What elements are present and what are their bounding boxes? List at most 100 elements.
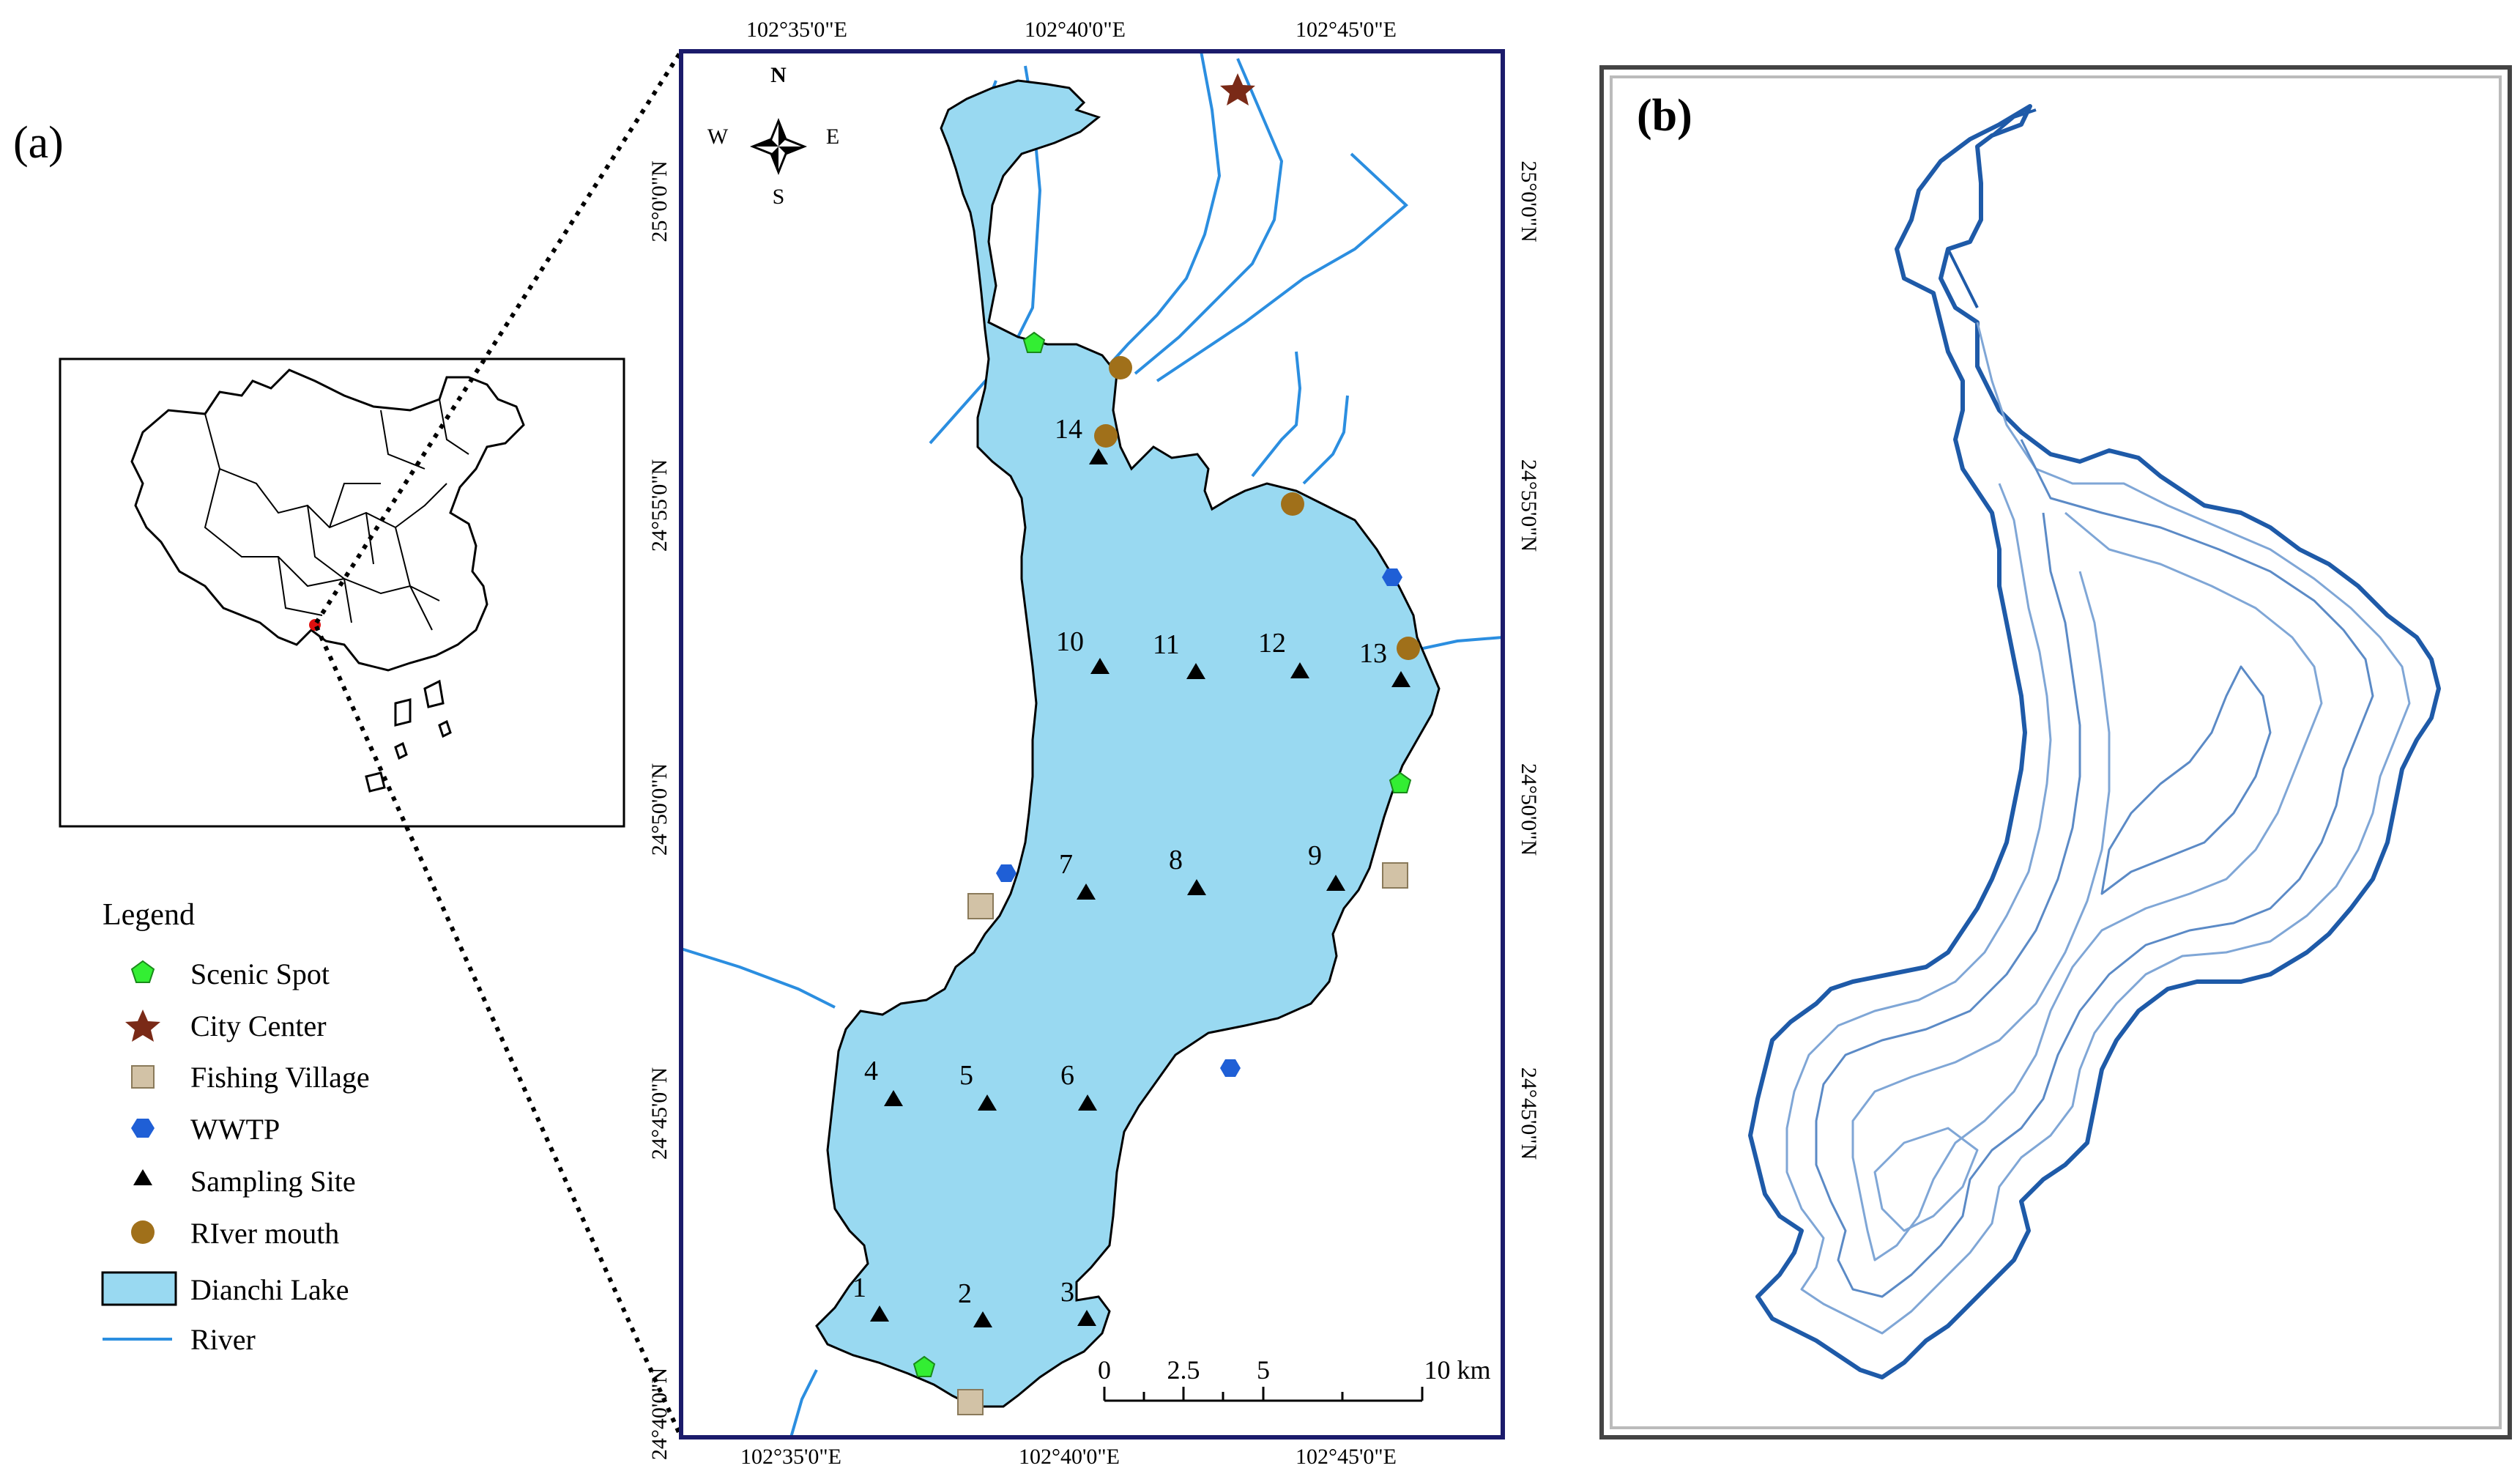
fishing-village-square-icon [1382, 862, 1408, 889]
right-lat-labels: 25°0'0"N 24°55'0"N 24°50'0"N 24°45'0"N [1517, 160, 1541, 1160]
lon-label: 102°35'0"E [746, 18, 847, 42]
lat-label: 24°50'0"N [647, 763, 672, 856]
city-center-star-icon [1220, 73, 1255, 105]
river [1134, 58, 1284, 375]
river-mouth-circle-icon [1109, 356, 1132, 379]
bathymetry-contours [1748, 104, 2441, 1379]
compass-quarter [753, 139, 778, 147]
sampling-site-triangle-icon [1290, 662, 1309, 678]
site-number: 5 [959, 1060, 973, 1091]
compass-e: E [826, 125, 839, 149]
legend-label: WWTP [190, 1113, 280, 1146]
scale-label: 10 km [1424, 1355, 1490, 1385]
sampling-site-triangle-icon [1391, 671, 1410, 687]
sampling-site-triangle-icon [973, 1311, 992, 1327]
sampling-site-triangle-icon [1090, 658, 1110, 674]
left-lat-labels: 25°0'0"N 24°55'0"N 24°50'0"N 24°45'0"N 2… [647, 160, 672, 1460]
lon-label: 102°45'0"E [1296, 18, 1397, 42]
scenic-spot-pentagon-icon [1389, 771, 1412, 793]
legend-label: Scenic Spot [190, 957, 330, 990]
sampling-site-triangle-icon [1078, 1094, 1097, 1111]
islands [365, 679, 452, 793]
legend-label: Sampling Site [190, 1165, 356, 1198]
site-number: 1 [852, 1272, 866, 1303]
sampling-site-triangle-icon [884, 1090, 903, 1106]
scale-label: 0 [1098, 1355, 1111, 1385]
legend-label: City Center [190, 1009, 327, 1042]
scale-label: 5 [1257, 1355, 1270, 1385]
markers: 1 2 3 4 5 6 7 8 9 10 11 12 13 14 [852, 73, 1420, 1415]
site-number: 11 [1153, 629, 1180, 660]
circle-icon [131, 1220, 155, 1244]
site-number: 7 [1059, 849, 1073, 880]
river [1405, 636, 1504, 653]
compass-quarter [778, 121, 786, 147]
lon-label: 102°40'0"E [1019, 1445, 1120, 1469]
site-number: 12 [1258, 628, 1286, 659]
lat-label: 24°50'0"N [1517, 763, 1541, 856]
legend: Legend Scenic Spot City Center Fishing V… [101, 898, 370, 1356]
compass-quarter [778, 147, 804, 154]
lat-label: 24°55'0"N [1517, 459, 1541, 552]
map-frame [679, 49, 1505, 1439]
river [680, 947, 836, 1009]
star-icon [125, 1009, 160, 1042]
site-number: 2 [958, 1278, 972, 1309]
site-number: 4 [864, 1056, 878, 1086]
depth-contour [1815, 439, 2374, 1298]
depth-contour [2100, 665, 2272, 895]
legend-label: RIver mouth [190, 1217, 339, 1250]
compass-w: W [707, 125, 729, 149]
connector-line-top [314, 50, 683, 624]
wwtp-hexagon-icon [1220, 1059, 1241, 1077]
north-arrow: N S E W [707, 63, 839, 209]
hexagon-icon [131, 1119, 155, 1138]
bottom-lon-labels: 102°35'0"E 102°40'0"E 102°45'0"E [740, 1445, 1397, 1469]
panel-b-frame-inner [1610, 75, 2502, 1429]
legend-label: Dianchi Lake [190, 1273, 349, 1306]
lat-label: 24°45'0"N [647, 1067, 672, 1160]
depth-contour [1851, 511, 2323, 1261]
sampling-sites [870, 448, 1410, 1327]
river [789, 1369, 818, 1438]
dianchi-lake [815, 79, 1441, 1408]
site-number: 6 [1060, 1060, 1074, 1091]
dianchi-map: N S E W [679, 49, 1505, 1439]
wwtp-hexagon-icon [1382, 568, 1402, 586]
compass-n: N [770, 63, 787, 87]
lon-label: 102°35'0"E [740, 1445, 841, 1469]
panel-b-label: (b) [1637, 91, 1692, 141]
fishing-village-square-icon [967, 893, 994, 919]
pentagon-icon [130, 960, 155, 983]
site-number-labels: 1 2 3 4 5 6 7 8 9 10 11 12 13 14 [852, 414, 1387, 1309]
scale-label: 2.5 [1167, 1355, 1200, 1385]
depth-contour [1873, 1127, 1979, 1232]
panel-a-label: (a) [13, 118, 64, 168]
site-number: 10 [1056, 626, 1084, 657]
triangle-icon [133, 1169, 152, 1185]
depth-contour [1947, 108, 2037, 308]
lat-label: 24°55'0"N [647, 459, 672, 552]
river [1302, 395, 1349, 485]
site-number: 9 [1308, 840, 1322, 871]
china-inset-map [59, 357, 625, 828]
compass-s: S [773, 185, 785, 209]
river-mouth-circle-icon [1397, 637, 1420, 660]
scale-bar [1103, 1387, 1424, 1402]
china-outline [130, 368, 525, 672]
river [1093, 51, 1222, 382]
panel-b: (b) [1599, 65, 2512, 1439]
lake-swatch-icon [101, 1271, 177, 1306]
depth-contour [1785, 322, 2411, 1335]
lat-label: 25°0'0"N [647, 160, 672, 242]
legend-label: River [190, 1323, 256, 1356]
legend-label: Fishing Village [190, 1061, 370, 1094]
lat-label: 24°40'0"N [647, 1368, 672, 1460]
top-lon-labels: 102°35'0"E 102°40'0"E 102°45'0"E [746, 18, 1397, 42]
lat-label: 24°45'0"N [1517, 1067, 1541, 1160]
sampling-site-triangle-icon [1326, 875, 1345, 891]
scenic-spot-pentagon-icon [1022, 331, 1046, 353]
river [1156, 152, 1408, 382]
sampling-site-triangle-icon [978, 1094, 997, 1111]
